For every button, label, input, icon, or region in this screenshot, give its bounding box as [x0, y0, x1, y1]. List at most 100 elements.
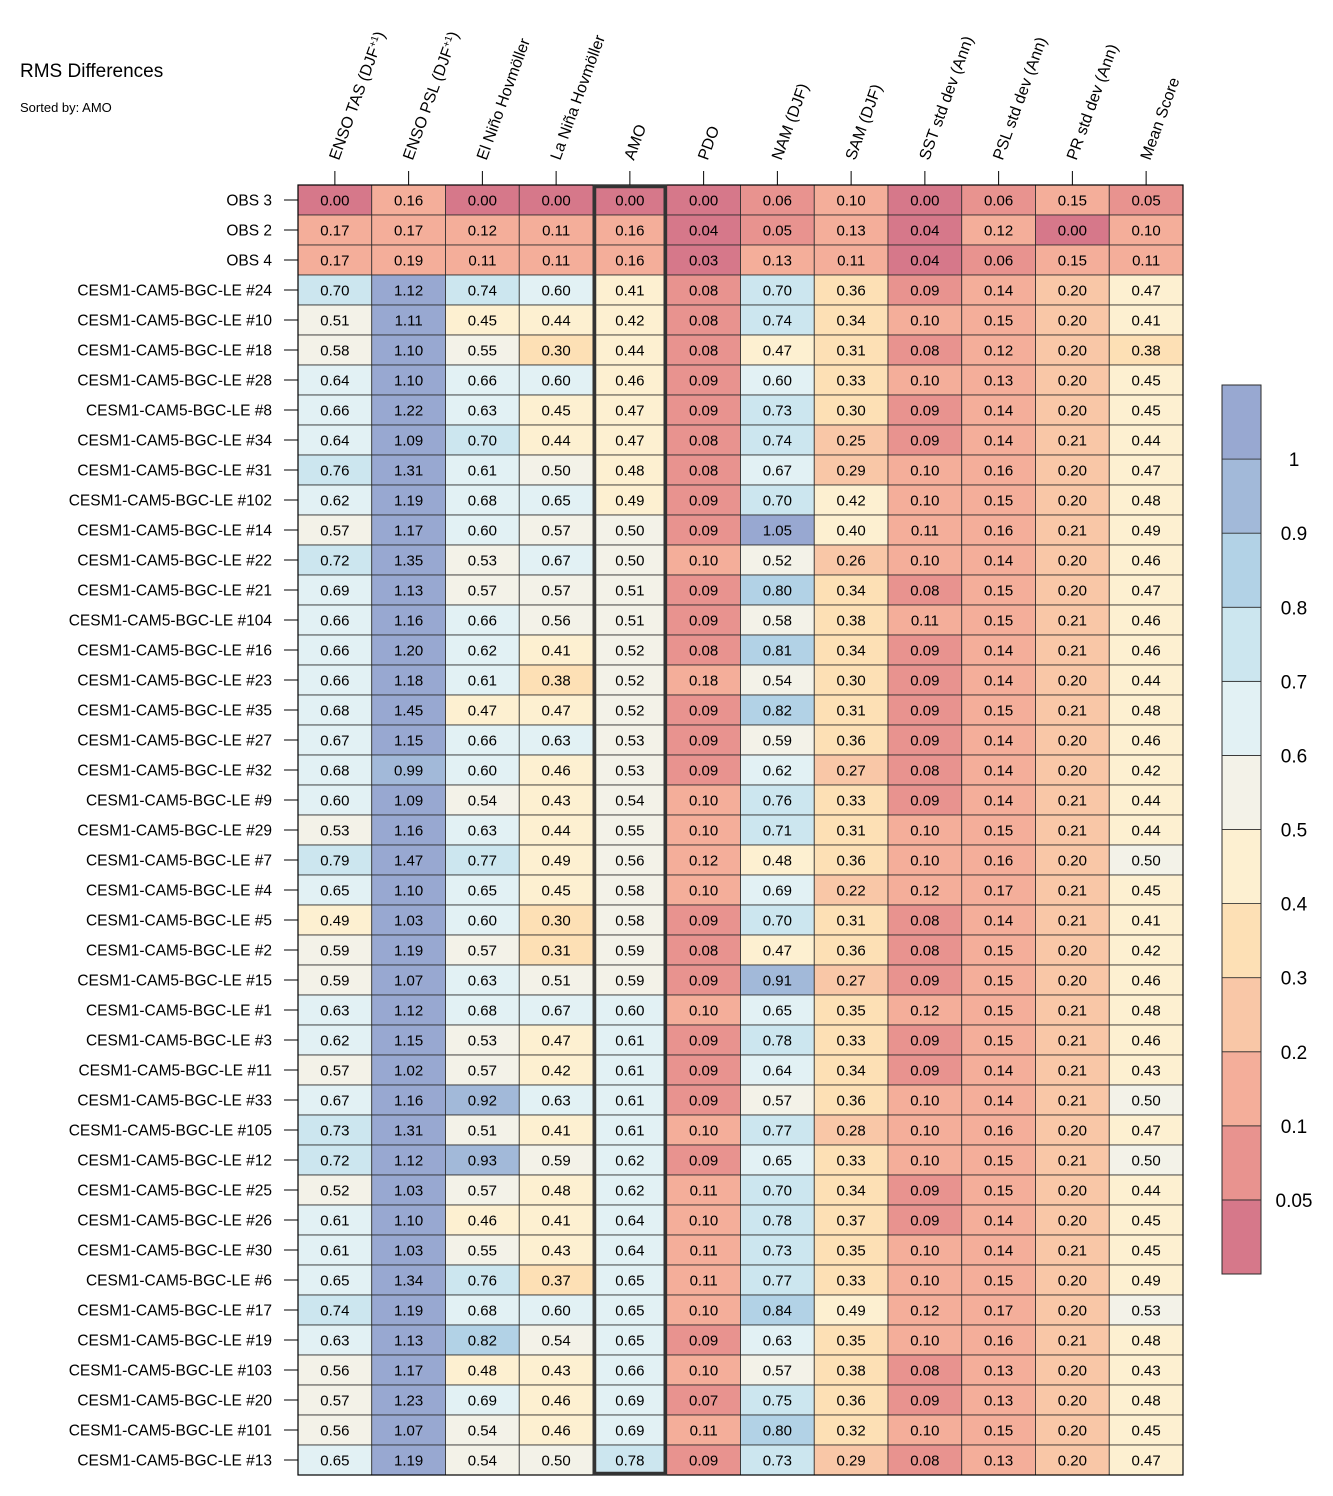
heatmap-cell [592, 1384, 668, 1416]
heatmap-cell [518, 904, 594, 936]
heatmap-cell [371, 724, 446, 756]
cell-value-label: 0.53 [1132, 1303, 1161, 1320]
cell-value-label: 0.15 [984, 943, 1013, 960]
cell-value-label: 1.45 [394, 703, 423, 720]
heatmap-cell [666, 304, 741, 336]
heatmap-cell [887, 754, 963, 786]
cell-value-label: 0.67 [763, 463, 792, 480]
row-label: OBS 3 [226, 193, 272, 210]
cell-value-label: 0.09 [689, 403, 718, 420]
cell-value-label: 0.08 [689, 433, 718, 450]
cell-value-label: 0.31 [837, 703, 866, 720]
cell-value-label: 0.48 [1132, 1393, 1161, 1410]
cell-value-label: 0.20 [1058, 673, 1087, 690]
colorbar-swatch [1221, 606, 1262, 682]
cell-value-label: 0.09 [689, 583, 718, 600]
cell-value-label: 0.45 [1132, 1423, 1161, 1440]
heatmap-cell [518, 874, 594, 906]
row-label: CESM1-CAM5-BGC-LE #16 [77, 643, 272, 660]
cell-value-label: 0.09 [910, 1033, 939, 1050]
cell-value-label: 0.47 [615, 433, 644, 450]
row-label: CESM1-CAM5-BGC-LE #23 [77, 673, 272, 690]
column-label: La Niña Hovmöller [548, 32, 609, 162]
cell-value-label: 0.49 [1132, 1273, 1161, 1290]
cell-value-label: 0.36 [837, 853, 866, 870]
heatmap-cell [592, 934, 668, 966]
cell-value-label: 0.31 [837, 823, 866, 840]
cell-value-label: 0.09 [689, 733, 718, 750]
cell-value-label: 0.14 [984, 673, 1013, 690]
heatmap-cell [740, 1024, 815, 1056]
heatmap-cell [518, 604, 594, 636]
cell-value-label: 1.10 [394, 1213, 423, 1230]
cell-value-label: 1.17 [394, 523, 423, 540]
heatmap-cell [1108, 274, 1184, 306]
heatmap-cell [887, 604, 963, 636]
heatmap-cell [297, 1384, 373, 1416]
cell-value-label: 0.44 [1132, 823, 1161, 840]
cell-value-label: 0.69 [763, 883, 792, 900]
heatmap-cell [740, 604, 815, 636]
heatmap-cell [592, 754, 668, 786]
cell-value-label: 0.16 [984, 523, 1013, 540]
cell-value-label: 0.47 [468, 703, 497, 720]
heatmap-cell [445, 874, 520, 906]
heatmap-cell [297, 1294, 373, 1326]
heatmap-cell [887, 1384, 963, 1416]
cell-value-label: 0.10 [910, 553, 939, 570]
heatmap-cell [592, 1414, 668, 1446]
cell-value-label: 0.38 [837, 1363, 866, 1380]
cell-value-label: 0.17 [984, 1303, 1013, 1320]
heatmap-cell [297, 1084, 373, 1116]
heatmap-cell [740, 904, 815, 936]
cell-value-label: 0.79 [320, 853, 349, 870]
cell-value-label: 0.35 [837, 1333, 866, 1350]
cell-value-label: 0.52 [763, 553, 792, 570]
cell-value-label: 0.75 [763, 1393, 792, 1410]
heatmap-cell [371, 874, 446, 906]
cell-value-label: 0.66 [320, 643, 349, 660]
cell-value-label: 0.36 [837, 1393, 866, 1410]
cell-value-label: 0.20 [1058, 1303, 1087, 1320]
cell-value-label: 1.16 [394, 823, 423, 840]
heatmap-cell [961, 184, 1036, 216]
column-label: PDO [695, 124, 723, 162]
cell-value-label: 0.41 [542, 643, 571, 660]
cell-value-label: 0.51 [542, 973, 571, 990]
cell-value-label: 0.68 [468, 1303, 497, 1320]
heatmap-cell [592, 1174, 668, 1206]
cell-value-label: 0.09 [910, 1183, 939, 1200]
heatmap-cell [961, 604, 1036, 636]
row-label: CESM1-CAM5-BGC-LE #22 [77, 553, 272, 570]
cell-value-label: 0.51 [615, 583, 644, 600]
heatmap-cell [1035, 1204, 1110, 1236]
heatmap-cell [371, 364, 446, 396]
heatmap-cell [445, 304, 520, 336]
cell-value-label: 0.11 [690, 1183, 718, 1200]
cell-value-label: 0.54 [763, 673, 792, 690]
cell-value-label: 0.47 [1132, 583, 1161, 600]
cell-value-label: 0.73 [763, 1453, 792, 1470]
cell-value-label: 0.10 [910, 1423, 939, 1440]
heatmap-cell [887, 184, 963, 216]
cell-value-label: 0.09 [689, 1093, 718, 1110]
heatmap-cell [740, 874, 815, 906]
cell-value-label: 0.47 [1132, 1453, 1161, 1470]
heatmap-cell [1035, 1084, 1110, 1116]
cell-value-label: 1.10 [394, 373, 423, 390]
row-label: CESM1-CAM5-BGC-LE #34 [77, 433, 272, 450]
cell-value-label: 0.45 [1132, 403, 1161, 420]
heatmap-cell [740, 1384, 815, 1416]
cell-value-label: 0.46 [615, 373, 644, 390]
cell-value-label: 0.31 [837, 343, 866, 360]
heatmap-cell [445, 244, 520, 276]
heatmap-cell [297, 1234, 373, 1266]
cell-value-label: 0.57 [542, 523, 571, 540]
heatmap-cell [666, 274, 741, 306]
heatmap-cell [740, 544, 815, 576]
cell-value-label: 0.09 [689, 613, 718, 630]
heatmap-cell [887, 514, 963, 546]
cell-value-label: 1.13 [394, 1333, 423, 1350]
colorbar-swatch [1221, 532, 1262, 608]
